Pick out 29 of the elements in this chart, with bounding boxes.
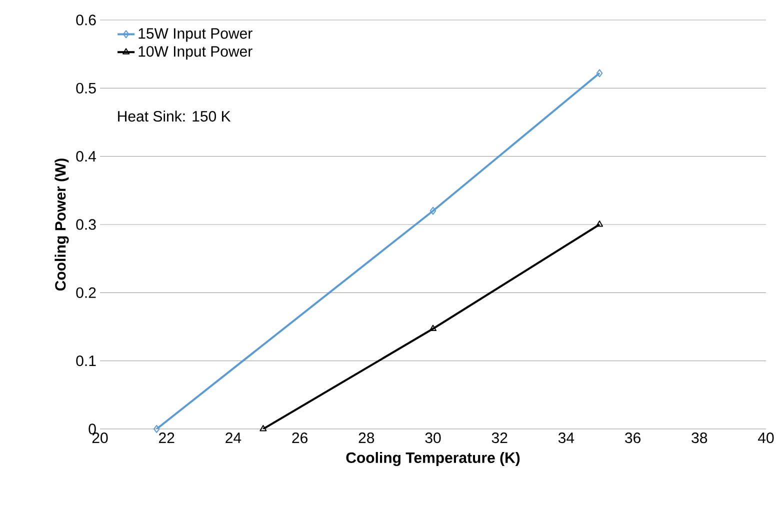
x-tick-label: 30	[425, 432, 441, 444]
y-tick-label: 0.5	[76, 82, 96, 94]
x-tick-label: 34	[558, 432, 574, 444]
x-tick-label: 24	[226, 432, 242, 443]
x-tick-label: 36	[625, 432, 640, 444]
x-tick-label: 40	[758, 432, 774, 444]
x-tick-label: 20	[92, 432, 108, 444]
x-tick-label: 28	[358, 432, 374, 444]
y-tick-label: 0.4	[76, 151, 96, 162]
y-tick-label: 0.3	[76, 219, 96, 230]
annotation: Heat Sink: 150 K	[118, 110, 231, 122]
x-tick-label: 38	[692, 432, 708, 444]
x-tick-label: 26	[292, 432, 308, 444]
x-axis-title: Cooling Temperature (K)	[346, 452, 520, 466]
y-tick-label: 0.1	[76, 356, 96, 366]
x-tick-label: 32	[492, 432, 508, 444]
point	[430, 206, 436, 215]
point	[260, 424, 267, 432]
point	[596, 69, 603, 78]
point	[429, 324, 437, 332]
legend-label: 10W Input Power	[138, 46, 252, 60]
y-tick-label: 0	[88, 424, 96, 434]
y-tick-label: 0.2	[76, 287, 96, 298]
y-axis-title: Cooling Power (W)	[54, 158, 69, 291]
point	[153, 424, 160, 433]
point	[596, 220, 604, 227]
legend-label: 15W Input Power	[138, 28, 252, 42]
x-tick-label: 22	[159, 432, 174, 443]
y-tick-label: 0.6	[76, 14, 96, 26]
